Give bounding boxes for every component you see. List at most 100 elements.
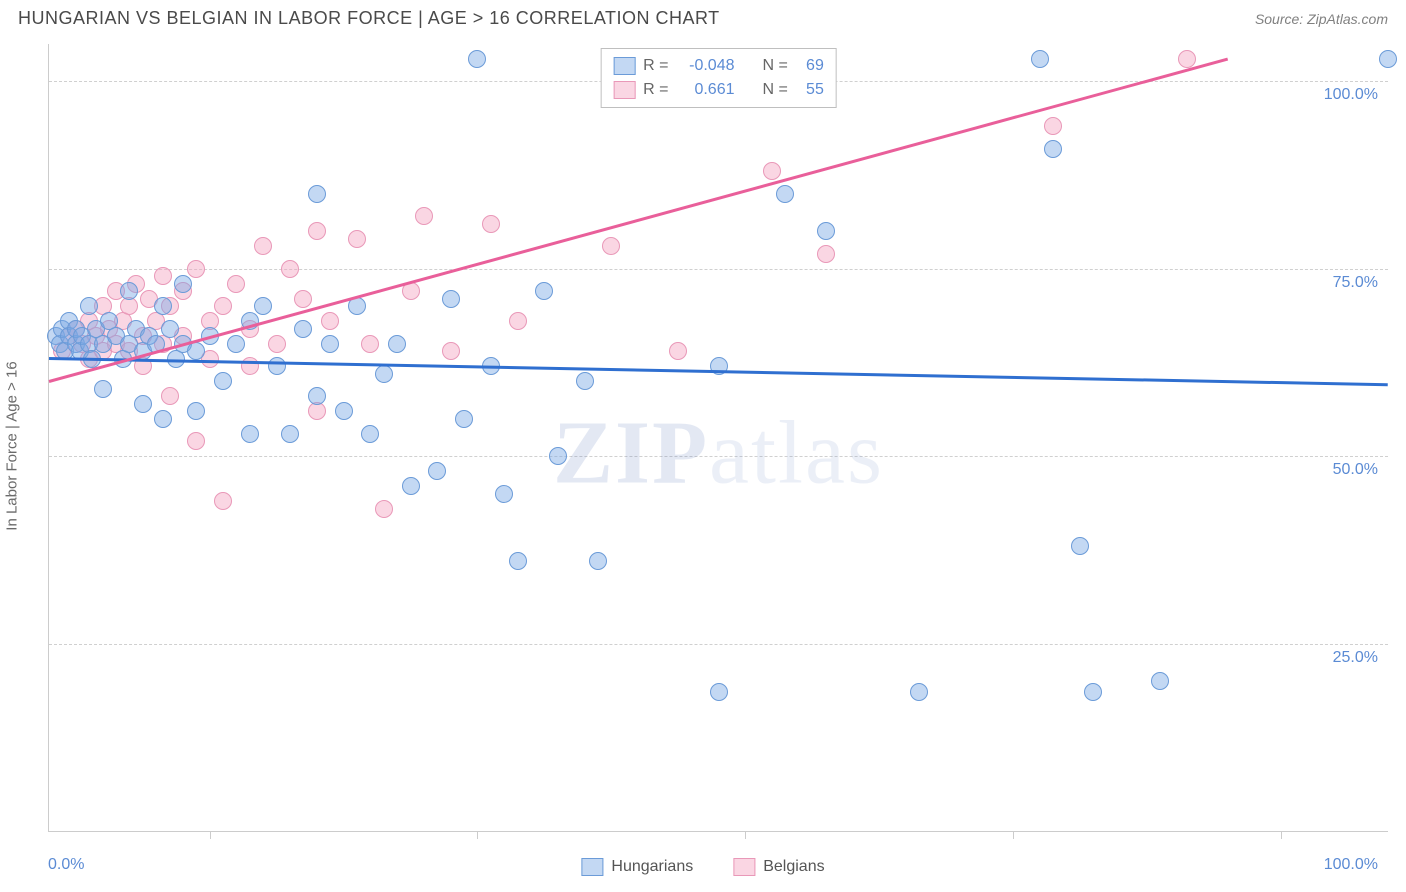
scatter-point-hungarians [308, 387, 326, 405]
scatter-point-belgians [1178, 50, 1196, 68]
scatter-point-hungarians [388, 335, 406, 353]
x-tick [210, 831, 211, 839]
scatter-point-belgians [602, 237, 620, 255]
scatter-point-belgians [268, 335, 286, 353]
y-axis-title: In Labor Force | Age > 16 [4, 361, 21, 530]
scatter-point-hungarians [428, 462, 446, 480]
scatter-point-hungarians [161, 320, 179, 338]
source-attribution: Source: ZipAtlas.com [1255, 11, 1388, 27]
scatter-point-belgians [415, 207, 433, 225]
scatter-point-hungarians [1379, 50, 1397, 68]
scatter-point-hungarians [227, 335, 245, 353]
scatter-point-belgians [187, 432, 205, 450]
legend-swatch-belgians [733, 858, 755, 876]
scatter-point-hungarians [910, 683, 928, 701]
scatter-point-hungarians [1084, 683, 1102, 701]
legend-swatch-belgians [613, 81, 635, 99]
scatter-point-hungarians [402, 477, 420, 495]
y-tick-label: 100.0% [1324, 86, 1378, 104]
scatter-point-hungarians [1071, 537, 1089, 555]
scatter-point-hungarians [710, 683, 728, 701]
scatter-point-hungarians [576, 372, 594, 390]
scatter-point-hungarians [535, 282, 553, 300]
scatter-point-belgians [442, 342, 460, 360]
scatter-point-hungarians [174, 275, 192, 293]
scatter-point-belgians [348, 230, 366, 248]
scatter-point-hungarians [468, 50, 486, 68]
scatter-point-hungarians [335, 402, 353, 420]
scatter-point-belgians [308, 222, 326, 240]
scatter-point-belgians [161, 387, 179, 405]
legend-swatch-hungarians [581, 858, 603, 876]
scatter-point-belgians [154, 267, 172, 285]
series-legend: Hungarians Belgians [581, 858, 824, 876]
scatter-point-belgians [509, 312, 527, 330]
scatter-point-hungarians [495, 485, 513, 503]
scatter-point-hungarians [154, 297, 172, 315]
scatter-point-hungarians [241, 425, 259, 443]
gridline [49, 269, 1388, 270]
scatter-point-hungarians [442, 290, 460, 308]
scatter-point-belgians [214, 492, 232, 510]
y-tick-label: 25.0% [1333, 649, 1378, 667]
scatter-point-hungarians [1031, 50, 1049, 68]
scatter-point-belgians [187, 260, 205, 278]
scatter-point-belgians [1044, 117, 1062, 135]
scatter-point-belgians [214, 297, 232, 315]
scatter-point-hungarians [549, 447, 567, 465]
scatter-point-belgians [281, 260, 299, 278]
scatter-point-belgians [321, 312, 339, 330]
scatter-point-belgians [294, 290, 312, 308]
x-tick [1013, 831, 1014, 839]
scatter-point-belgians [254, 237, 272, 255]
scatter-point-hungarians [187, 402, 205, 420]
scatter-point-belgians [361, 335, 379, 353]
legend-swatch-hungarians [613, 57, 635, 75]
x-axis-max-label: 100.0% [1324, 856, 1378, 874]
scatter-point-hungarians [776, 185, 794, 203]
x-tick [1281, 831, 1282, 839]
scatter-point-belgians [817, 245, 835, 263]
scatter-point-hungarians [589, 552, 607, 570]
chart-title: HUNGARIAN VS BELGIAN IN LABOR FORCE | AG… [18, 8, 720, 29]
x-tick [745, 831, 746, 839]
gridline [49, 456, 1388, 457]
scatter-point-hungarians [375, 365, 393, 383]
scatter-point-hungarians [321, 335, 339, 353]
scatter-point-belgians [227, 275, 245, 293]
scatter-point-hungarians [268, 357, 286, 375]
plot-area: 25.0%50.0%75.0%100.0% ZIPatlas R =-0.048… [48, 44, 1388, 832]
scatter-point-hungarians [1151, 672, 1169, 690]
gridline [49, 644, 1388, 645]
scatter-point-hungarians [817, 222, 835, 240]
scatter-point-hungarians [509, 552, 527, 570]
scatter-point-hungarians [80, 297, 98, 315]
scatter-point-hungarians [361, 425, 379, 443]
legend-item-belgians: Belgians [733, 858, 824, 876]
scatter-point-hungarians [308, 185, 326, 203]
y-tick-label: 50.0% [1333, 461, 1378, 479]
scatter-point-belgians [669, 342, 687, 360]
scatter-point-hungarians [254, 297, 272, 315]
scatter-point-hungarians [1044, 140, 1062, 158]
scatter-point-hungarians [214, 372, 232, 390]
legend-row-hungarians: R =-0.048N =69 [613, 54, 824, 78]
scatter-point-belgians [482, 215, 500, 233]
correlation-legend: R =-0.048N =69R =0.661N =55 [600, 48, 837, 108]
x-tick [477, 831, 478, 839]
scatter-point-hungarians [94, 380, 112, 398]
legend-item-hungarians: Hungarians [581, 858, 693, 876]
scatter-point-hungarians [154, 410, 172, 428]
legend-row-belgians: R =0.661N =55 [613, 78, 824, 102]
scatter-point-hungarians [187, 342, 205, 360]
legend-label: Belgians [763, 858, 824, 876]
scatter-point-belgians [375, 500, 393, 518]
scatter-point-hungarians [455, 410, 473, 428]
scatter-point-hungarians [281, 425, 299, 443]
y-tick-label: 75.0% [1333, 274, 1378, 292]
x-axis-min-label: 0.0% [48, 856, 84, 874]
scatter-point-belgians [763, 162, 781, 180]
scatter-point-hungarians [134, 395, 152, 413]
scatter-point-hungarians [120, 282, 138, 300]
legend-label: Hungarians [611, 858, 693, 876]
